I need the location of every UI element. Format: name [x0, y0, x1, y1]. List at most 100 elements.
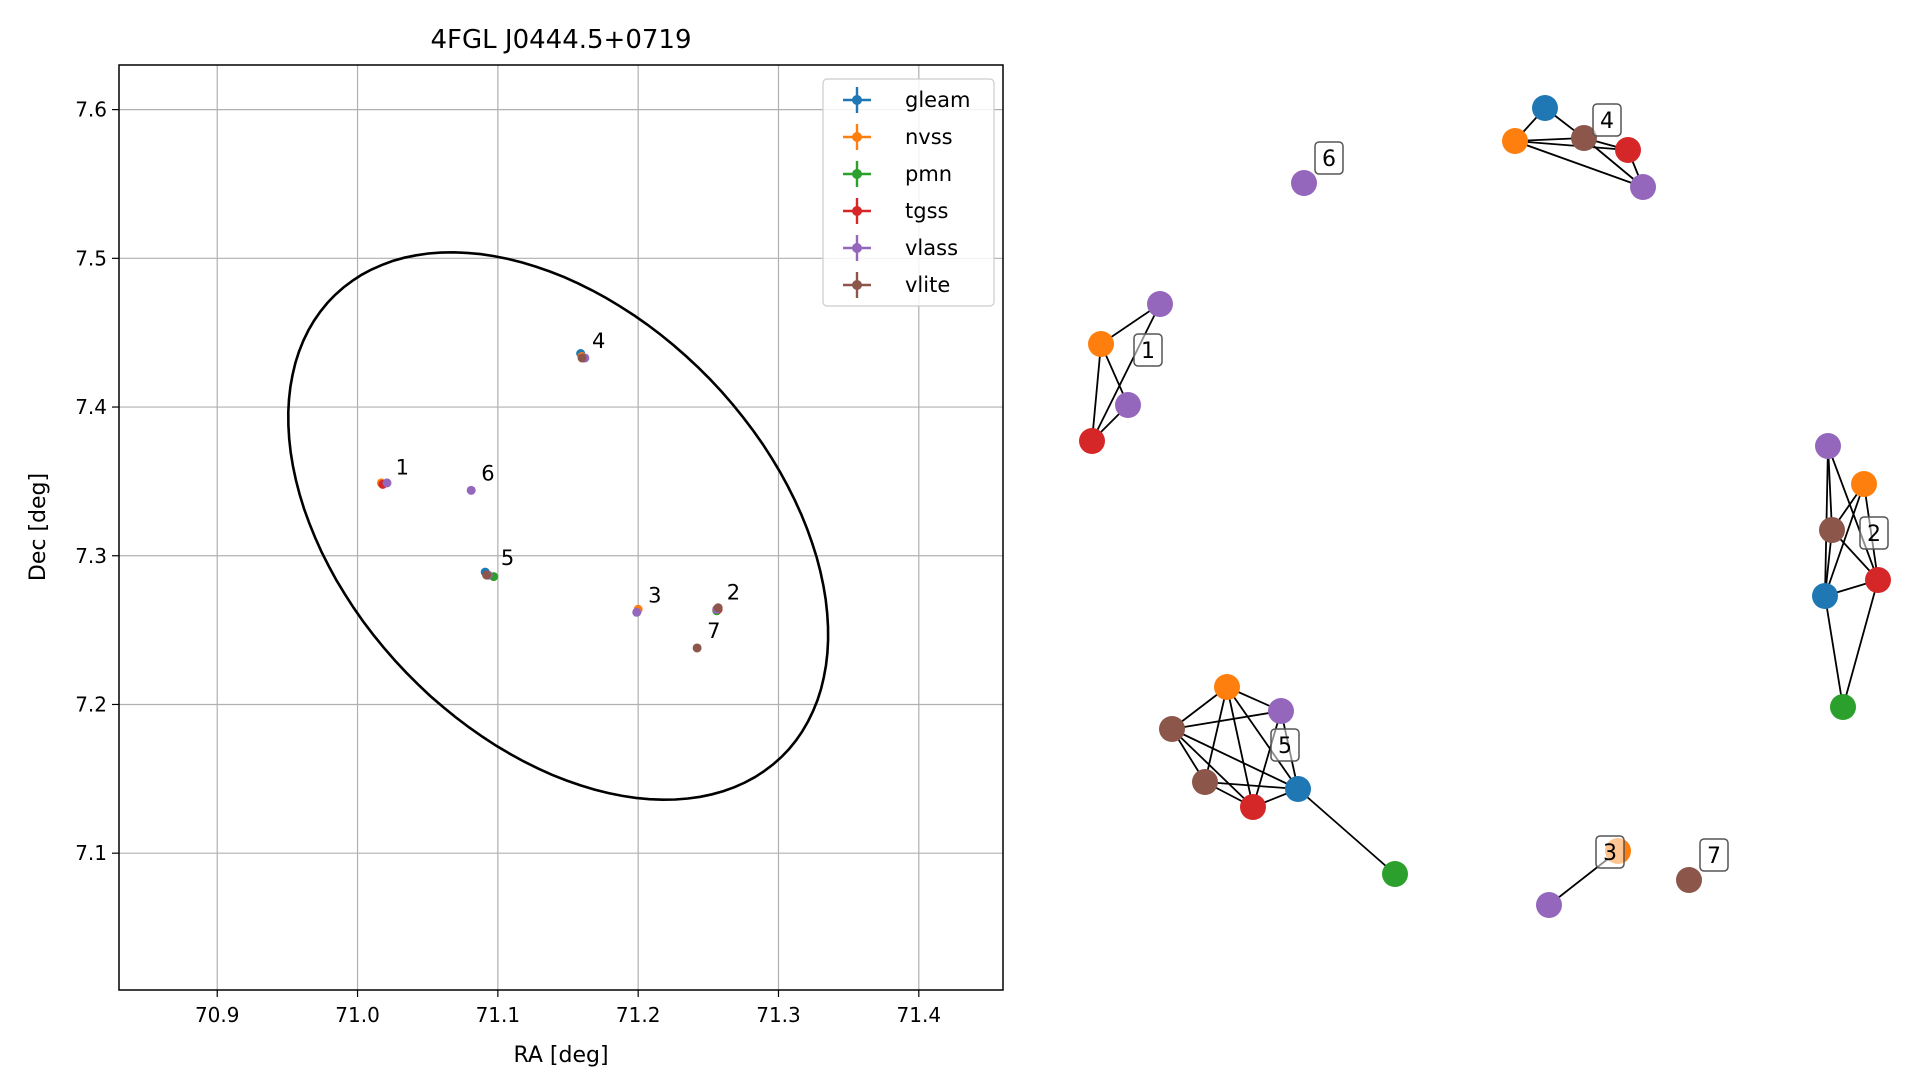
legend-label-nvss: nvss: [905, 125, 953, 149]
x-tick-label: 70.9: [195, 1003, 240, 1027]
point-vlite: [692, 643, 702, 653]
chart-title: 4FGL J0444.5+0719: [431, 25, 692, 55]
ellipse-outline: [286, 250, 830, 802]
legend-frame: [822, 78, 995, 307]
group-label-6: 6: [1322, 147, 1336, 172]
node-pmn: [1830, 694, 1856, 720]
point-vlass: [632, 607, 642, 617]
edge: [1824, 483, 1865, 597]
legend-entries: gleam nvss pmn tgss vlass vlite: [843, 87, 970, 298]
group-label-box: [1133, 333, 1163, 367]
node-nvss: [1502, 128, 1528, 154]
point-labels: 1 2 3 4 5 6 7: [396, 329, 741, 643]
node-tgss: [1615, 137, 1641, 163]
x-tick-label: 71.4: [897, 1003, 942, 1027]
point-vlass: [382, 478, 392, 488]
x-tick-label: 71.0: [335, 1003, 380, 1027]
node-vlass: [1115, 392, 1141, 418]
node-vlass: [1815, 433, 1841, 459]
legend-marker-dot: [852, 243, 862, 253]
y-tick-label: 7.6: [75, 98, 107, 122]
scatter-panel: 4FGL J0444.5+0719 1 2 3 4 5 6 7 70.9 71.0 71.1 71…: [26, 25, 1004, 1068]
group-label-box: [1859, 516, 1889, 550]
edge: [1171, 710, 1282, 730]
edge: [1827, 445, 1833, 531]
point-vlite: [713, 603, 723, 613]
point-vlass: [466, 485, 476, 495]
point-label-2: 2: [727, 580, 740, 604]
edge: [1824, 595, 1844, 708]
node-vlite: [1676, 867, 1702, 893]
node-gleam: [1285, 776, 1311, 802]
node-nvss: [1088, 331, 1114, 357]
network-panel: 1 2 3 4 5 6 7: [1079, 95, 1891, 918]
edge: [1252, 710, 1282, 808]
y-axis-label: Dec [deg]: [26, 473, 51, 581]
localization-ellipse: [286, 250, 830, 802]
network-group-labels: 1 2 3 4 5 6 7: [1133, 103, 1889, 872]
x-tick-label: 71.2: [616, 1003, 661, 1027]
y-axis-ticks: 7.1 7.2 7.3 7.4 7.5 7.6: [75, 98, 119, 865]
node-vlass: [1630, 174, 1656, 200]
edge: [1091, 303, 1161, 442]
group-label-box: [1592, 103, 1622, 137]
edge: [1514, 140, 1644, 188]
point-vlite: [577, 353, 587, 363]
node-vlite: [1192, 769, 1218, 795]
group-label-box: [1270, 728, 1300, 762]
edge: [1171, 728, 1299, 790]
point-label-3: 3: [648, 583, 661, 607]
legend: gleam nvss pmn tgss vlass vlite: [822, 78, 995, 307]
node-tgss: [1865, 567, 1891, 593]
point-label-7: 7: [707, 619, 720, 643]
x-tick-label: 71.3: [756, 1003, 801, 1027]
node-vlass: [1268, 698, 1294, 724]
node-vlass: [1291, 170, 1317, 196]
edge: [1204, 686, 1228, 783]
node-vlass: [1536, 892, 1562, 918]
x-axis-label: RA [deg]: [513, 1043, 608, 1068]
point-label-4: 4: [592, 329, 605, 353]
edge: [1171, 728, 1254, 808]
legend-marker-dot: [852, 206, 862, 216]
point-label-5: 5: [501, 546, 514, 570]
group-label-7: 7: [1707, 844, 1721, 869]
node-vlass: [1147, 291, 1173, 317]
legend-label-tgss: tgss: [905, 199, 948, 223]
edge: [1226, 686, 1254, 808]
y-tick-label: 7.3: [75, 544, 107, 568]
group-label-2: 2: [1867, 522, 1881, 547]
x-tick-label: 71.1: [476, 1003, 521, 1027]
legend-marker-dot: [852, 95, 862, 105]
edge: [1226, 686, 1299, 790]
legend-marker-dot: [852, 132, 862, 142]
group-label-box: [1595, 835, 1625, 869]
legend-label-vlite: vlite: [905, 273, 950, 297]
edge: [1514, 140, 1629, 151]
edge: [1297, 788, 1396, 875]
group-label-box: [1699, 838, 1729, 872]
node-tgss: [1240, 794, 1266, 820]
group-label-1: 1: [1141, 339, 1155, 364]
x-axis-ticks: 70.9 71.0 71.1 71.2 71.3 71.4: [195, 990, 941, 1027]
node-nvss: [1214, 674, 1240, 700]
group-label-4: 4: [1600, 109, 1614, 134]
y-tick-label: 7.4: [75, 395, 107, 419]
legend-label-gleam: gleam: [905, 88, 970, 112]
edge: [1842, 579, 1879, 708]
legend-marker-dot: [852, 280, 862, 290]
edge: [1204, 781, 1299, 790]
legend-marker-dot: [852, 169, 862, 179]
point-label-1: 1: [396, 455, 409, 479]
group-label-box: [1314, 141, 1344, 175]
node-pmn: [1382, 861, 1408, 887]
node-nvss: [1851, 471, 1877, 497]
group-label-3: 3: [1603, 841, 1617, 866]
node-vlite: [1819, 517, 1845, 543]
point-label-6: 6: [481, 461, 494, 485]
node-gleam: [1532, 95, 1558, 121]
group-label-5: 5: [1278, 734, 1292, 759]
edge: [1091, 343, 1102, 442]
node-tgss: [1079, 428, 1105, 454]
